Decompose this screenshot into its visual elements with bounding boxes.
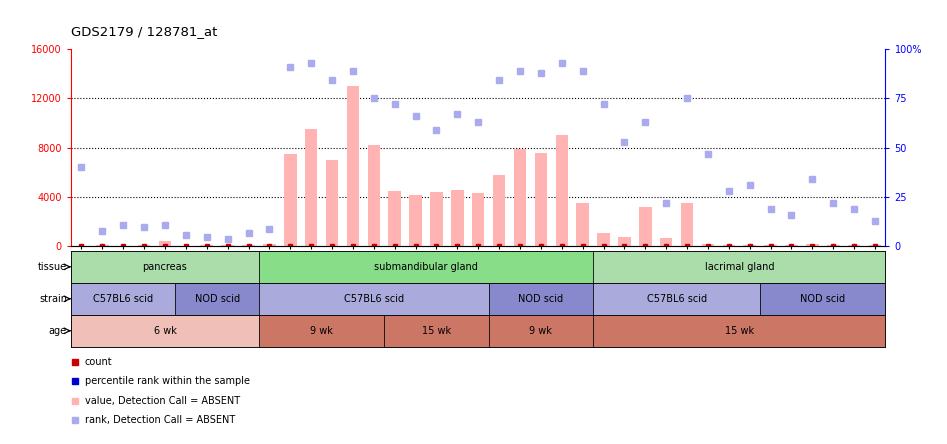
Text: 15 wk: 15 wk: [724, 326, 754, 336]
Bar: [577, 203, 589, 246]
Text: lacrimal gland: lacrimal gland: [705, 262, 774, 272]
Text: age: age: [49, 326, 67, 336]
Bar: [593, 315, 885, 347]
Text: rank, Detection Call = ABSENT: rank, Detection Call = ABSENT: [85, 415, 235, 425]
Text: 6 wk: 6 wk: [153, 326, 176, 336]
Text: NOD scid: NOD scid: [195, 294, 240, 304]
Bar: [159, 242, 171, 246]
Bar: [848, 245, 861, 246]
Bar: [806, 244, 818, 246]
Bar: [71, 315, 259, 347]
Bar: [175, 283, 259, 315]
Bar: [723, 245, 735, 246]
Bar: [305, 129, 317, 246]
Bar: [201, 245, 213, 246]
Bar: [660, 238, 672, 246]
Bar: [492, 175, 506, 246]
Bar: [71, 251, 259, 283]
Bar: [764, 245, 777, 246]
Bar: [618, 237, 631, 246]
Text: strain: strain: [39, 294, 67, 304]
Text: submandibular gland: submandibular gland: [374, 262, 478, 272]
Text: NOD scid: NOD scid: [518, 294, 563, 304]
Bar: [263, 244, 276, 246]
Bar: [71, 283, 175, 315]
Bar: [259, 283, 489, 315]
Bar: [639, 207, 652, 246]
Text: count: count: [85, 357, 113, 367]
Bar: [384, 315, 489, 347]
Bar: [472, 193, 485, 246]
Text: 15 wk: 15 wk: [422, 326, 451, 336]
Bar: [593, 251, 885, 283]
Bar: [593, 283, 760, 315]
Bar: [222, 245, 234, 246]
Text: value, Detection Call = ABSENT: value, Detection Call = ABSENT: [85, 396, 240, 406]
Bar: [367, 145, 380, 246]
Bar: [259, 251, 593, 283]
Text: C57BL6 scid: C57BL6 scid: [647, 294, 706, 304]
Bar: [598, 233, 610, 246]
Bar: [489, 283, 593, 315]
Text: tissue: tissue: [38, 262, 67, 272]
Bar: [388, 191, 401, 246]
Bar: [451, 190, 464, 246]
Bar: [259, 315, 384, 347]
Bar: [284, 154, 296, 246]
Text: pancreas: pancreas: [143, 262, 188, 272]
Text: C57BL6 scid: C57BL6 scid: [93, 294, 153, 304]
Text: percentile rank within the sample: percentile rank within the sample: [85, 376, 250, 386]
Bar: [138, 245, 151, 246]
Bar: [743, 245, 756, 246]
Bar: [430, 192, 443, 246]
Bar: [409, 194, 421, 246]
Bar: [681, 203, 693, 246]
Text: C57BL6 scid: C57BL6 scid: [344, 294, 403, 304]
Bar: [326, 160, 338, 246]
Bar: [489, 315, 593, 347]
Text: 9 wk: 9 wk: [311, 326, 333, 336]
Text: NOD scid: NOD scid: [800, 294, 846, 304]
Text: 9 wk: 9 wk: [529, 326, 552, 336]
Bar: [760, 283, 885, 315]
Bar: [556, 135, 568, 246]
Bar: [513, 149, 527, 246]
Bar: [827, 245, 839, 246]
Text: GDS2179 / 128781_at: GDS2179 / 128781_at: [71, 25, 218, 38]
Bar: [347, 86, 359, 246]
Bar: [702, 244, 714, 246]
Bar: [535, 153, 547, 246]
Bar: [868, 245, 882, 246]
